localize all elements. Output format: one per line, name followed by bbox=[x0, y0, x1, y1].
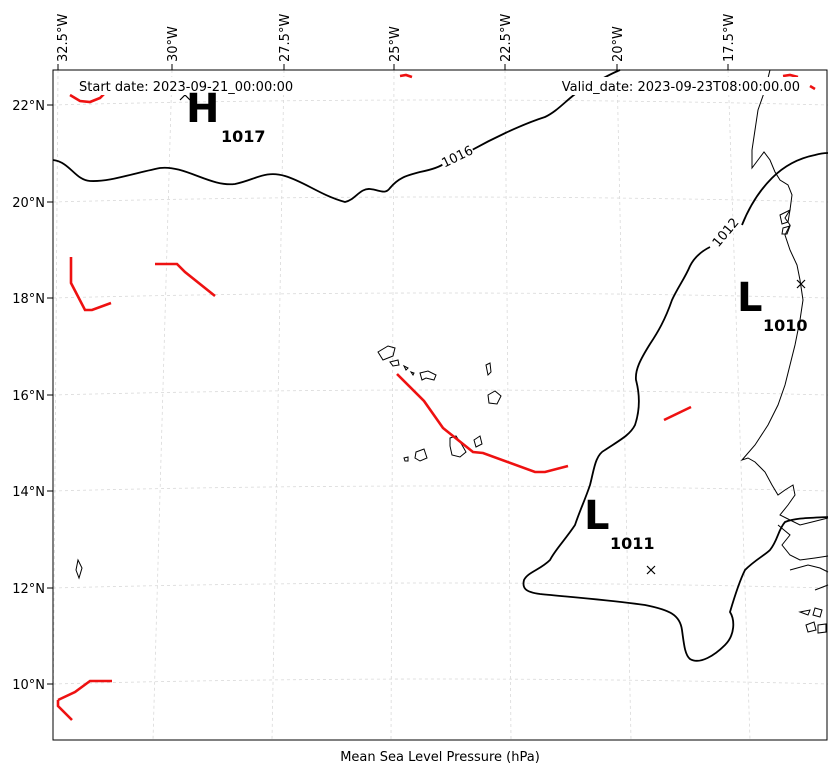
isobar-label-bg bbox=[438, 141, 476, 171]
coastline bbox=[75, 69, 829, 634]
lat-tick-label: 22°N bbox=[12, 99, 45, 114]
start-date-bg bbox=[74, 77, 314, 95]
lon-tick-label: 32.5°W bbox=[56, 14, 71, 62]
valid-date-bg bbox=[540, 77, 804, 95]
lon-tick-label: 30°W bbox=[166, 26, 181, 62]
low-center-value: 1011 bbox=[610, 534, 655, 553]
lat-tick-label: 14°N bbox=[12, 485, 45, 500]
lat-tick-label: 20°N bbox=[12, 196, 45, 211]
center-markers bbox=[179, 94, 806, 575]
fronts bbox=[56, 73, 816, 721]
low-center-value: 1010 bbox=[763, 316, 808, 335]
lat-tick-label: 18°N bbox=[12, 292, 45, 307]
lat-tick-label: 10°N bbox=[12, 678, 45, 693]
map-frame bbox=[52, 69, 828, 741]
isobar-label-bg bbox=[707, 213, 742, 250]
low-center-letter: L bbox=[584, 493, 610, 539]
lon-tick-label: 20°W bbox=[611, 26, 626, 62]
lat-tick-label: 12°N bbox=[12, 582, 45, 597]
valid-date-text: Valid_date: 2023-09-23T08:00:00.00 bbox=[562, 80, 800, 95]
tick-marks bbox=[47, 64, 729, 685]
high-center-letter: H bbox=[186, 86, 219, 132]
lat-tick-label: 16°N bbox=[12, 389, 45, 404]
lon-tick-label: 27.5°W bbox=[278, 14, 293, 62]
lat-tick-labels: 22°N 20°N 18°N 16°N 14°N 12°N 10°N bbox=[12, 99, 45, 693]
low-center-letter: L bbox=[737, 275, 763, 321]
lon-tick-label: 17.5°W bbox=[722, 14, 737, 62]
lon-tick-label: 22.5°W bbox=[499, 14, 514, 62]
high-center-value: 1017 bbox=[221, 127, 266, 146]
start-date-text: Start date: 2023-09-21_00:00:00 bbox=[79, 80, 293, 95]
graticule bbox=[52, 69, 829, 741]
lon-tick-label: 25°W bbox=[388, 26, 403, 62]
map-xlabel: Mean Sea Level Pressure (hPa) bbox=[340, 750, 540, 765]
lon-tick-labels: 32.5°W 30°W 27.5°W 25°W 22.5°W 20°W 17.5… bbox=[56, 14, 737, 62]
